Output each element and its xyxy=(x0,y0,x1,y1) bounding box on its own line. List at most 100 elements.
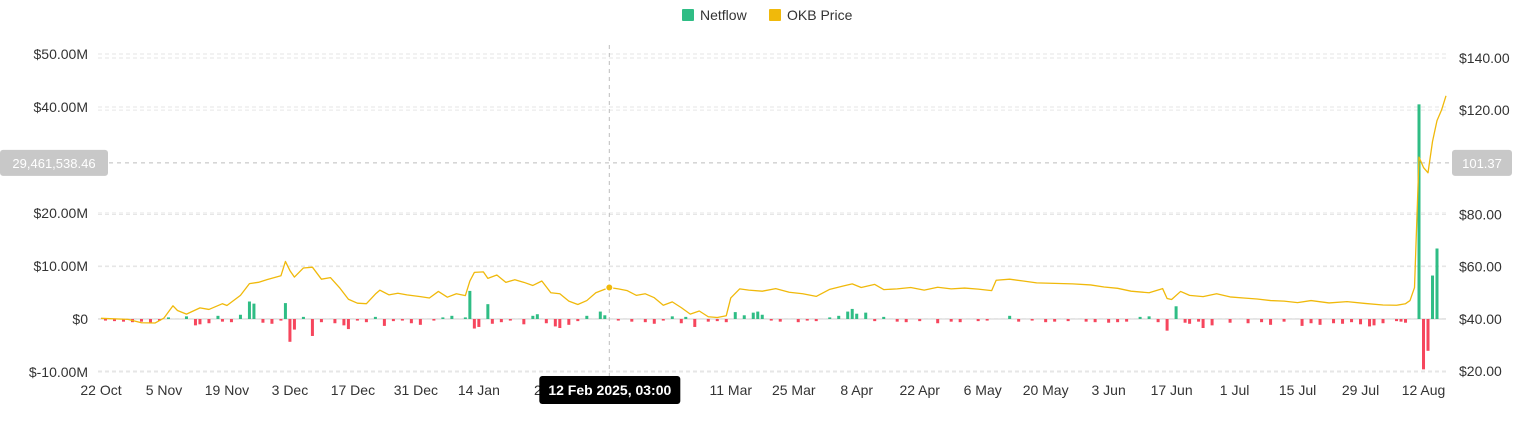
netflow-bar[interactable] xyxy=(567,319,571,325)
netflow-bar[interactable] xyxy=(400,319,404,321)
netflow-bar[interactable] xyxy=(958,319,962,323)
netflow-bar[interactable] xyxy=(873,319,877,322)
netflow-bar[interactable] xyxy=(531,315,535,319)
netflow-bar[interactable] xyxy=(1116,319,1120,323)
netflow-bar[interactable] xyxy=(769,319,773,321)
netflow-bar[interactable] xyxy=(976,319,980,322)
netflow-bar[interactable] xyxy=(364,319,368,323)
netflow-bar[interactable] xyxy=(1066,319,1070,322)
netflow-bar[interactable] xyxy=(1332,319,1336,324)
netflow-bar[interactable] xyxy=(1341,319,1345,324)
netflow-bar[interactable] xyxy=(193,319,197,326)
netflow-bar[interactable] xyxy=(985,319,989,321)
netflow-bar[interactable] xyxy=(837,315,841,319)
netflow-bar[interactable] xyxy=(918,319,922,322)
netflow-bar[interactable] xyxy=(598,311,602,319)
netflow-bar[interactable] xyxy=(850,308,854,319)
netflow-bar[interactable] xyxy=(1017,319,1021,322)
netflow-bar[interactable] xyxy=(288,319,292,342)
netflow-bar[interactable] xyxy=(855,313,859,319)
netflow-bar[interactable] xyxy=(936,319,940,324)
netflow-bar[interactable] xyxy=(1044,319,1048,323)
netflow-bar[interactable] xyxy=(247,301,251,319)
netflow-bar[interactable] xyxy=(1030,319,1034,321)
netflow-bar[interactable] xyxy=(670,316,674,319)
netflow-bar[interactable] xyxy=(346,319,350,330)
netflow-bar[interactable] xyxy=(499,319,503,323)
netflow-bar[interactable] xyxy=(576,319,580,322)
netflow-bar[interactable] xyxy=(1282,319,1286,322)
netflow-bar[interactable] xyxy=(630,319,634,322)
netflow-bar[interactable] xyxy=(184,316,188,319)
netflow-bar[interactable] xyxy=(1359,319,1363,325)
netflow-bar[interactable] xyxy=(949,319,953,322)
netflow-bar[interactable] xyxy=(1156,319,1160,323)
netflow-bar[interactable] xyxy=(418,319,422,325)
netflow-bar[interactable] xyxy=(1138,316,1142,319)
legend-label-price[interactable]: OKB Price xyxy=(787,7,853,23)
netflow-bar[interactable] xyxy=(1107,319,1111,323)
netflow-bar[interactable] xyxy=(490,319,494,324)
netflow-bar[interactable] xyxy=(652,319,656,324)
netflow-bar[interactable] xyxy=(904,319,908,323)
netflow-bar[interactable] xyxy=(1084,319,1088,322)
netflow-bar[interactable] xyxy=(1399,319,1403,322)
netflow-bar[interactable] xyxy=(706,319,710,322)
netflow-bar[interactable] xyxy=(1053,319,1057,322)
netflow-bar[interactable] xyxy=(1210,319,1214,326)
netflow-bar[interactable] xyxy=(1246,319,1250,324)
netflow-bar[interactable] xyxy=(104,319,107,321)
netflow-bar[interactable] xyxy=(1435,248,1439,319)
netflow-bar[interactable] xyxy=(216,315,220,319)
netflow-bar[interactable] xyxy=(283,303,287,319)
netflow-bar[interactable] xyxy=(1228,319,1232,323)
netflow-bar[interactable] xyxy=(828,317,832,319)
netflow-bar[interactable] xyxy=(1372,319,1376,326)
netflow-bar[interactable] xyxy=(472,319,476,329)
netflow-bar[interactable] xyxy=(1368,319,1372,327)
netflow-bar[interactable] xyxy=(585,315,589,319)
netflow-bar[interactable] xyxy=(391,319,395,322)
netflow-bar[interactable] xyxy=(724,319,728,323)
netflow-bar[interactable] xyxy=(382,319,386,326)
netflow-bar[interactable] xyxy=(261,319,265,323)
netflow-bar[interactable] xyxy=(1165,319,1169,331)
netflow-bar[interactable] xyxy=(1300,319,1304,326)
netflow-bar[interactable] xyxy=(535,314,539,319)
legend-label-netflow[interactable]: Netflow xyxy=(700,7,748,23)
netflow-bar[interactable] xyxy=(112,319,116,322)
netflow-bar[interactable] xyxy=(148,319,152,324)
netflow-bar[interactable] xyxy=(1197,319,1201,322)
netflow-bar[interactable] xyxy=(432,319,436,321)
netflow-bar[interactable] xyxy=(1381,319,1385,324)
netflow-bar[interactable] xyxy=(882,316,886,319)
netflow-bar[interactable] xyxy=(1309,319,1313,324)
netflow-bar[interactable] xyxy=(558,319,562,329)
netflow-bar[interactable] xyxy=(864,312,868,319)
netflow-bar[interactable] xyxy=(1147,316,1151,319)
netflow-bar[interactable] xyxy=(486,304,490,319)
netflow-bar[interactable] xyxy=(796,319,800,323)
netflow-bar[interactable] xyxy=(1260,319,1264,323)
netflow-bar[interactable] xyxy=(166,317,170,319)
netflow-bar[interactable] xyxy=(756,311,760,319)
netflow-bar[interactable] xyxy=(279,319,283,321)
netflow-bar[interactable] xyxy=(715,319,719,322)
netflow-bar[interactable] xyxy=(292,319,296,330)
netflow-bar[interactable] xyxy=(508,319,512,321)
netflow-bar[interactable] xyxy=(310,319,314,336)
netflow-bar[interactable] xyxy=(661,319,665,321)
netflow-bar[interactable] xyxy=(468,290,472,319)
netflow-bar[interactable] xyxy=(895,319,899,322)
netflow-bar[interactable] xyxy=(778,319,782,322)
netflow-bar[interactable] xyxy=(846,311,850,319)
netflow-bar[interactable] xyxy=(1201,319,1205,329)
netflow-bar[interactable] xyxy=(1350,319,1354,323)
netflow-bar[interactable] xyxy=(477,319,481,327)
netflow-bar[interactable] xyxy=(1404,319,1408,323)
netflow-bar[interactable] xyxy=(270,319,274,324)
netflow-bar[interactable] xyxy=(198,319,202,325)
netflow-bar[interactable] xyxy=(751,312,755,319)
netflow-bar[interactable] xyxy=(1422,319,1426,370)
netflow-bar[interactable] xyxy=(760,314,764,319)
